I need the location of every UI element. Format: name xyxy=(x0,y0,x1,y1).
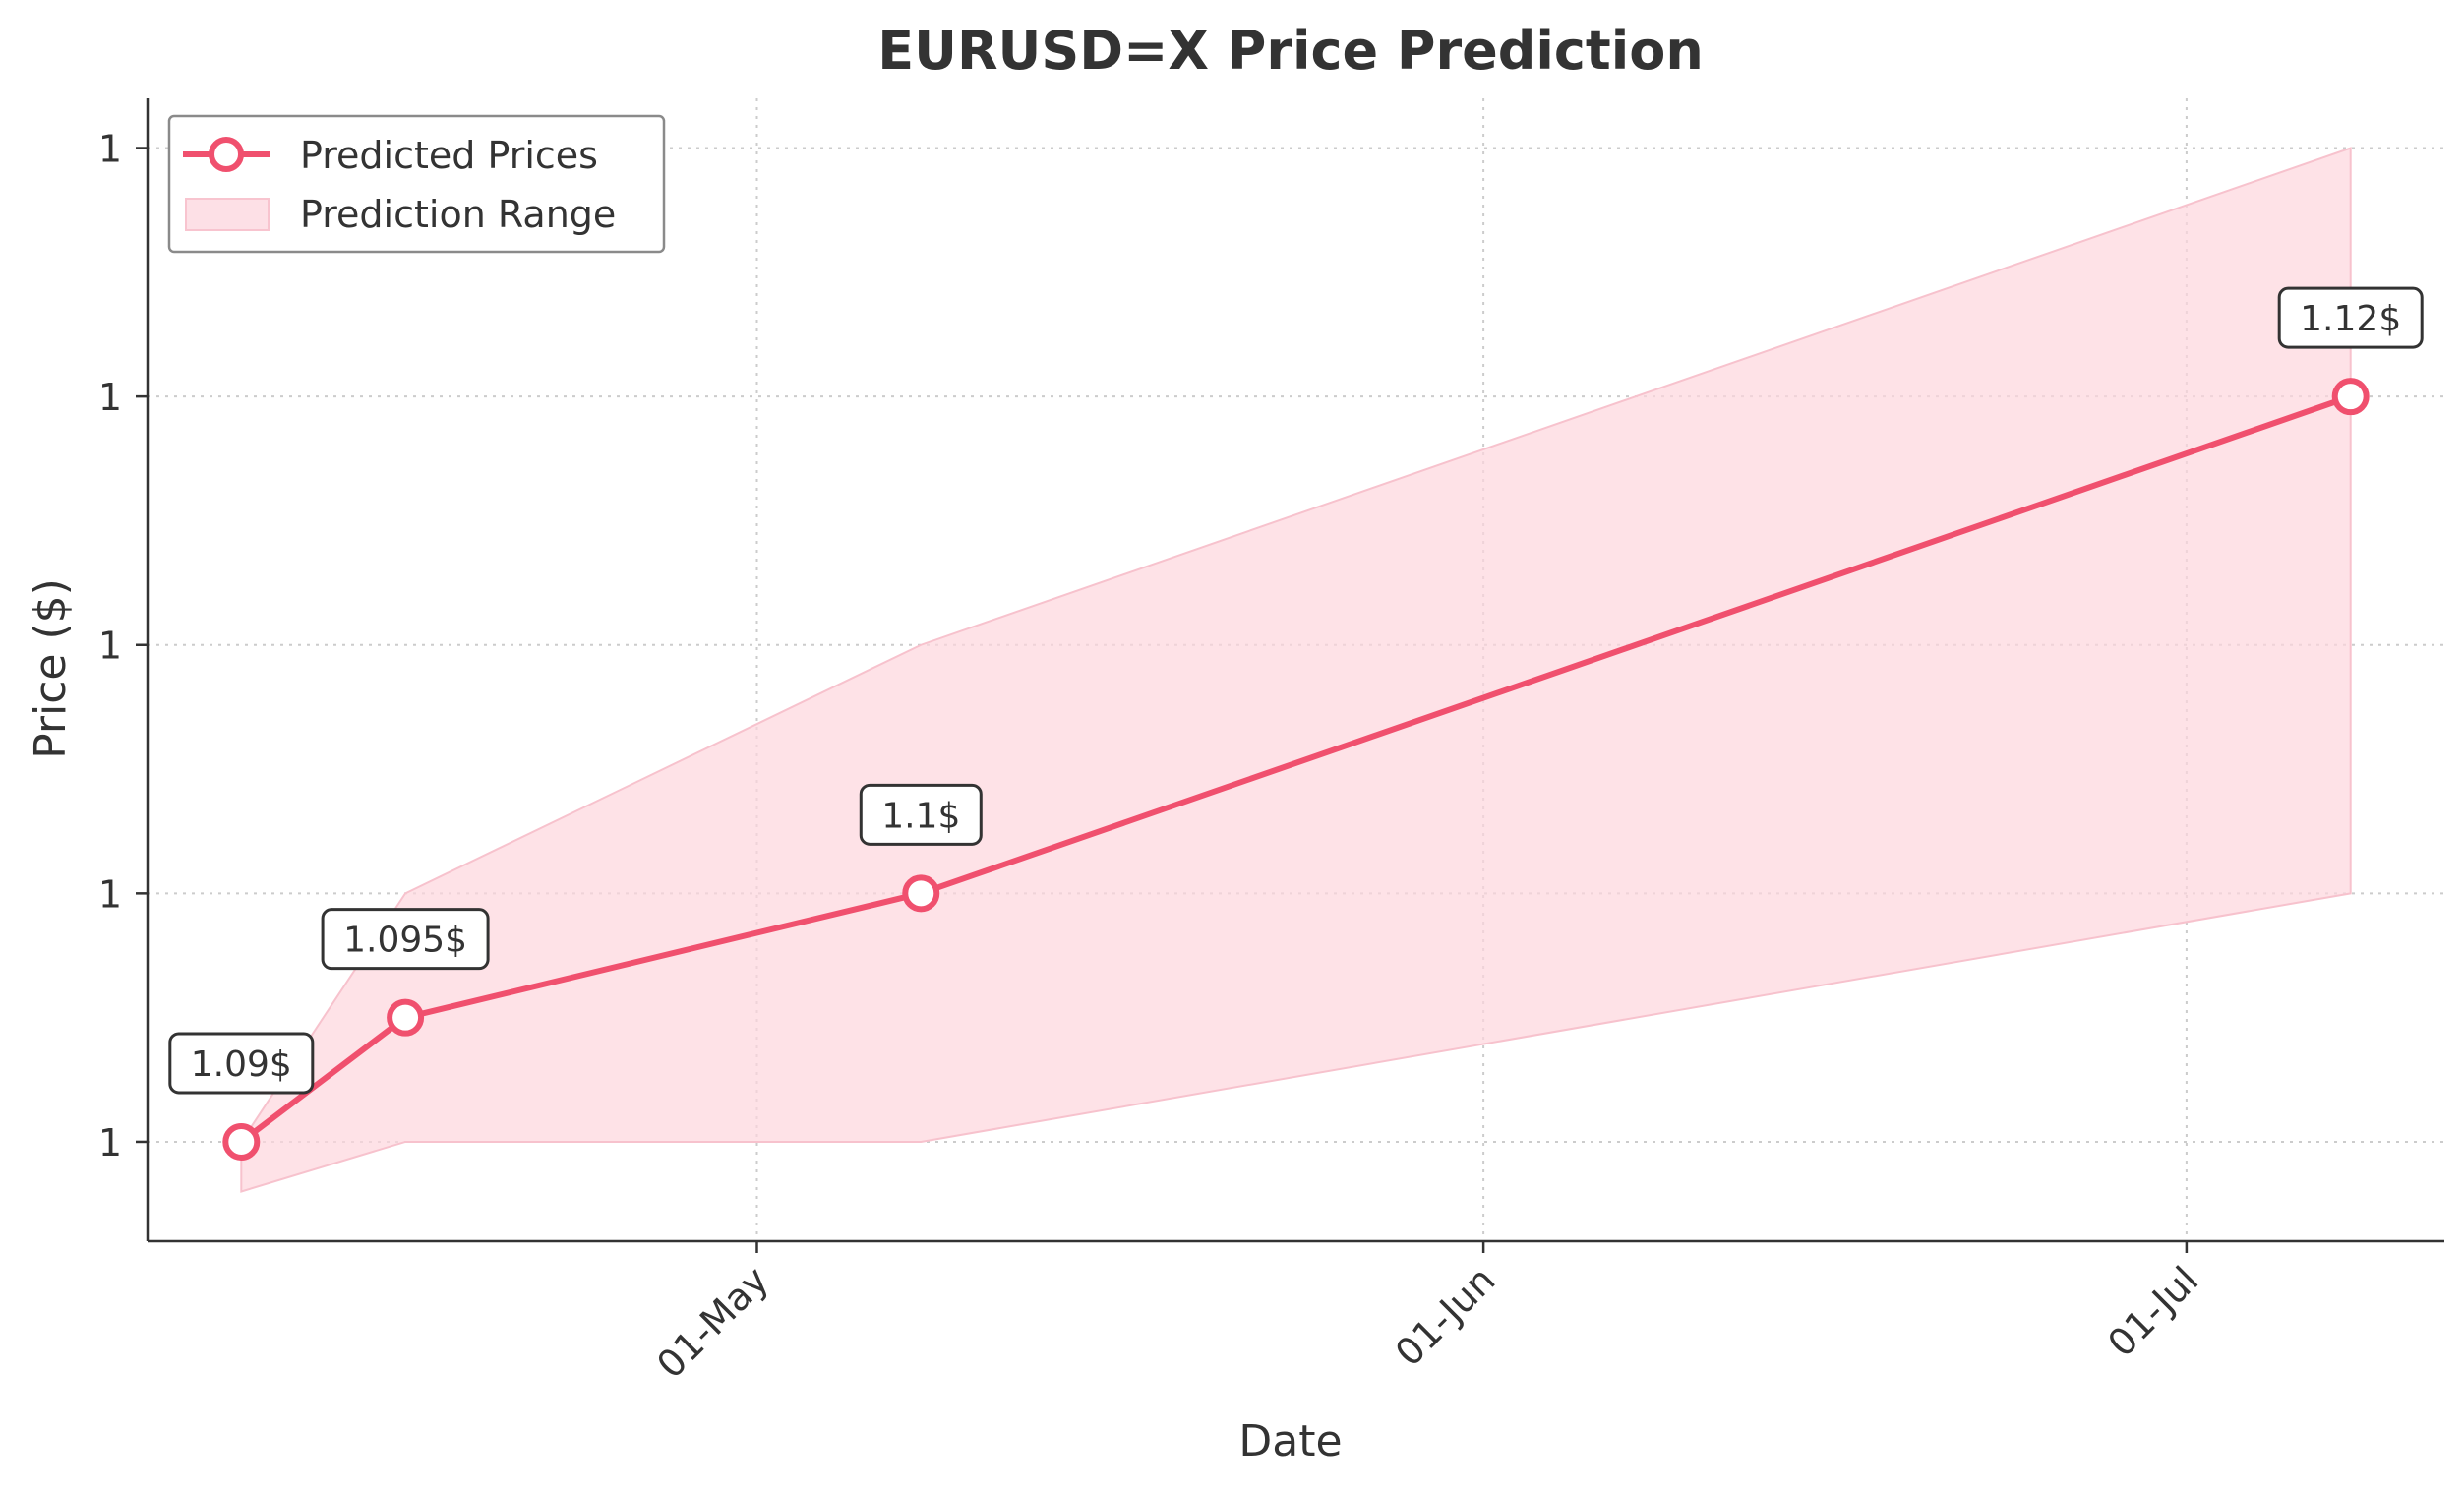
x-tick-label: 01-Jun xyxy=(1387,1258,1503,1374)
y-axis-label: Price ($) xyxy=(26,578,76,759)
predicted-price-point xyxy=(902,874,940,913)
data-label-box xyxy=(859,783,983,846)
legend-frame xyxy=(167,114,666,254)
predicted-price-line xyxy=(238,393,2354,1145)
data-label: 1.1$ xyxy=(881,796,960,836)
data-label-box xyxy=(321,908,490,971)
predicted-price-point xyxy=(387,998,425,1037)
y-tick-label: 1 xyxy=(98,128,122,171)
data-label: 1.095$ xyxy=(343,921,467,961)
prediction-line-layer xyxy=(222,378,2370,1161)
x-axis-label: Date xyxy=(1238,1416,1342,1466)
x-tick-label: 01-Jul xyxy=(2099,1258,2206,1365)
legend-label-range: Prediction Range xyxy=(300,193,616,236)
y-tick-label: 1 xyxy=(98,376,122,419)
x-tick-label: 01-May xyxy=(648,1258,777,1387)
axes-layer xyxy=(146,98,2444,1243)
legend-marker-swatch xyxy=(209,137,244,172)
chart-title: EURUSD=X Price Prediction xyxy=(877,20,1704,82)
legend-label-predicted: Predicted Prices xyxy=(300,134,598,177)
predicted-price-point xyxy=(222,1122,261,1161)
predicted-price-point xyxy=(2331,378,2370,416)
y-tick-label: 1 xyxy=(98,1121,122,1164)
data-label-layer: 1.09$ 1.095$ 1.1$ 1.12$ xyxy=(168,286,2424,1095)
legend: Predicted Prices Prediction Range xyxy=(167,114,666,254)
legend-band-swatch xyxy=(185,198,270,231)
data-label-box xyxy=(168,1032,315,1095)
prediction-band-layer xyxy=(240,147,2352,1193)
y-tick-label: 1 xyxy=(98,625,122,668)
data-label: 1.12$ xyxy=(2300,299,2401,339)
y-tick-label: 1 xyxy=(98,872,122,916)
data-label-box xyxy=(2277,286,2424,349)
data-label: 1.09$ xyxy=(191,1044,292,1085)
prediction-range-band xyxy=(240,147,2352,1193)
